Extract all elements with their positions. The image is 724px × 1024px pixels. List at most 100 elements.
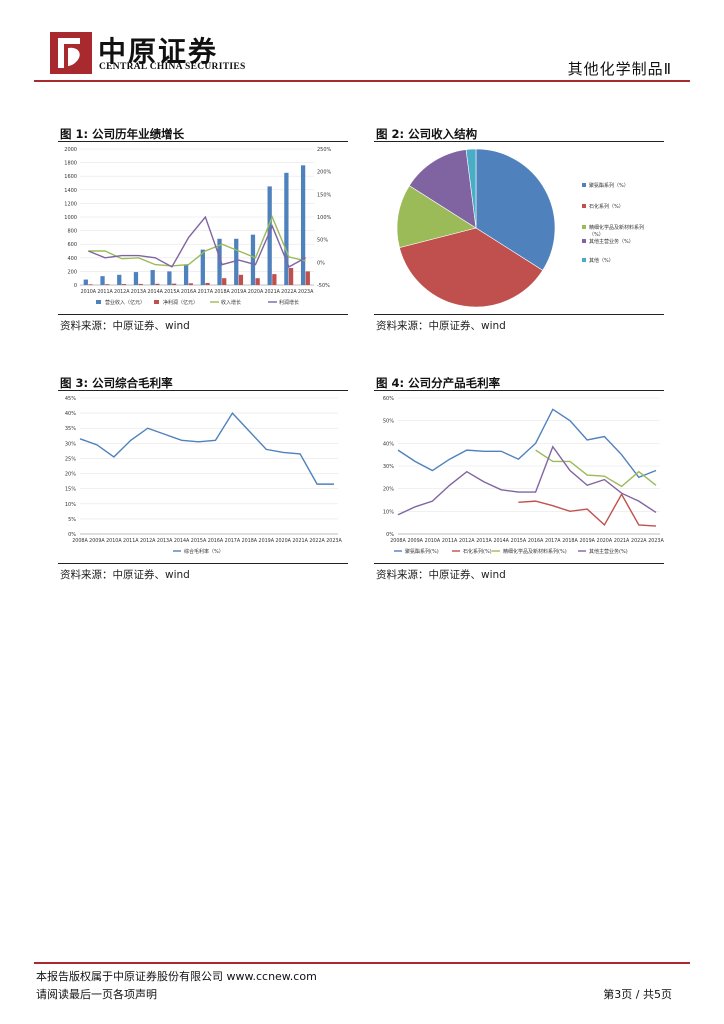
bar-revenue bbox=[284, 172, 289, 285]
x-tick-label: 2022A bbox=[309, 538, 325, 544]
y2-tick-label: 50% bbox=[317, 238, 328, 244]
y-tick-label: 1400 bbox=[64, 188, 77, 194]
y-tick-label: 50% bbox=[383, 419, 394, 425]
y-tick-label: 30% bbox=[65, 441, 76, 447]
legend-label: 营业收入（亿元） bbox=[105, 299, 145, 306]
y-tick-label: 20% bbox=[383, 487, 394, 493]
x-tick-label: 2014A bbox=[174, 538, 190, 544]
x-tick-label: 2019A bbox=[231, 289, 247, 295]
bar-net-profit bbox=[155, 283, 160, 285]
y2-tick-label: -50% bbox=[317, 283, 330, 289]
legend-swatch bbox=[582, 239, 586, 243]
bar-revenue bbox=[167, 271, 172, 285]
x-tick-label: 2015A bbox=[164, 289, 180, 295]
series-line bbox=[79, 411, 334, 485]
x-tick-label: 2010A bbox=[425, 538, 441, 544]
y-tick-label: 2000 bbox=[64, 147, 77, 153]
legend-label: 精细化学品及新材料系列(%) bbox=[503, 548, 567, 555]
figure-2-top-rule bbox=[374, 141, 664, 142]
legend-label: （%） bbox=[589, 232, 604, 238]
y-tick-label: 1000 bbox=[64, 215, 77, 221]
x-tick-label: 2020A bbox=[275, 538, 291, 544]
y2-tick-label: 0% bbox=[317, 260, 325, 266]
y-tick-label: 25% bbox=[65, 456, 76, 462]
bar-net-profit bbox=[238, 274, 244, 285]
legend-swatch bbox=[582, 258, 586, 262]
bar-net-profit bbox=[272, 274, 277, 285]
legend-swatch bbox=[582, 225, 586, 229]
y-tick-label: 10% bbox=[383, 509, 394, 515]
pie-slice bbox=[396, 185, 477, 249]
report-category: 其他化学制品Ⅱ bbox=[567, 60, 672, 78]
bar-net-profit bbox=[255, 278, 260, 285]
legend-label: 净利润（亿元） bbox=[163, 299, 198, 306]
y-tick-label: 600 bbox=[67, 242, 77, 248]
header-divider bbox=[34, 80, 690, 82]
x-tick-label: 2010A bbox=[106, 538, 122, 544]
figure-4-title: 图 4: 公司分产品毛利率 bbox=[376, 376, 501, 390]
x-tick-label: 2021A bbox=[292, 538, 308, 544]
footer-divider bbox=[34, 962, 690, 964]
x-tick-label: 2018A bbox=[242, 538, 258, 544]
x-tick-label: 2010A bbox=[81, 289, 97, 295]
pie-slice bbox=[465, 148, 477, 229]
bar-net-profit bbox=[138, 283, 143, 285]
y-tick-label: 15% bbox=[65, 487, 76, 493]
y2-tick-label: 250% bbox=[317, 147, 332, 153]
legend-swatch bbox=[96, 300, 101, 304]
figure-1-bottom-rule bbox=[58, 314, 348, 315]
x-tick-label: 2016A bbox=[181, 289, 197, 295]
bar-net-profit bbox=[188, 283, 193, 285]
pie-slice bbox=[475, 148, 556, 271]
y-tick-label: 0 bbox=[74, 283, 77, 289]
series-line bbox=[518, 492, 657, 527]
pie-slice bbox=[408, 149, 477, 229]
series-line bbox=[535, 449, 657, 488]
x-tick-label: 2012A bbox=[140, 538, 156, 544]
legend-swatch bbox=[582, 183, 586, 187]
figure-1-top-rule bbox=[58, 141, 348, 142]
x-tick-label: 2023A bbox=[326, 538, 342, 544]
figure-3-bottom-rule bbox=[58, 563, 348, 564]
x-tick-label: 2019A bbox=[579, 538, 595, 544]
legend-label: 精细化学品及新材料系列 bbox=[589, 224, 644, 231]
x-tick-label: 2012A bbox=[459, 538, 475, 544]
y-tick-label: 60% bbox=[383, 396, 394, 402]
bar-revenue bbox=[83, 279, 88, 285]
x-tick-label: 2022A bbox=[631, 538, 647, 544]
x-tick-label: 2014A bbox=[147, 289, 163, 295]
x-tick-label: 2020A bbox=[597, 538, 613, 544]
y-tick-label: 800 bbox=[67, 229, 77, 235]
x-tick-label: 2013A bbox=[476, 538, 492, 544]
figure-1-chart: 0 200 400 600 800 1000 1200 1400 1600 1800 2000 -50… bbox=[64, 147, 332, 306]
legend-label: 收入增长 bbox=[221, 299, 241, 306]
legend-label: 其他主营业务(%) bbox=[589, 548, 628, 555]
y-tick-label: 30% bbox=[383, 464, 394, 470]
line-revenue-growth bbox=[88, 215, 306, 267]
y-tick-label: 20% bbox=[65, 472, 76, 478]
figure-3-top-rule bbox=[58, 390, 348, 391]
legend-swatch bbox=[582, 204, 586, 208]
logo-chinese-name: 中原证券 bbox=[98, 35, 219, 68]
bar-revenue bbox=[150, 270, 155, 285]
logo-english-name: CENTRAL CHINA SECURITIES bbox=[99, 62, 246, 72]
bar-revenue bbox=[133, 272, 139, 285]
footer-copyright: 本报告版权属于中原证券股份有限公司 www.ccnew.com bbox=[36, 970, 317, 983]
x-tick-label: 2019A bbox=[259, 538, 275, 544]
x-tick-label: 2020A bbox=[248, 289, 264, 295]
y-tick-label: 1200 bbox=[64, 201, 77, 207]
x-tick-label: 2023A bbox=[648, 538, 664, 544]
bar-net-profit bbox=[105, 284, 110, 285]
figure-3-chart: 0%5%10%15%20%25%30%35%40%45%2008A 2009A 20… bbox=[65, 396, 343, 555]
legend-label: 石化系列(%) bbox=[463, 548, 492, 555]
x-tick-label: 2009A bbox=[407, 538, 423, 544]
bar-revenue bbox=[200, 249, 205, 285]
bar-net-profit bbox=[222, 278, 227, 285]
figure-2-bottom-rule bbox=[374, 314, 664, 315]
x-tick-label: 2012A bbox=[114, 289, 130, 295]
figure-4-bottom-rule bbox=[374, 563, 664, 564]
legend-label: 综合毛利率（%） bbox=[184, 548, 224, 555]
figure-4-source: 资料来源：中原证券、wind bbox=[376, 569, 506, 581]
bar-revenue bbox=[267, 186, 272, 285]
figure-2-chart: 聚氨酯系列（%） 石化系列（%） 精细化学品及新材料系列（%）其他主营业务（%） 其他… bbox=[396, 148, 644, 308]
